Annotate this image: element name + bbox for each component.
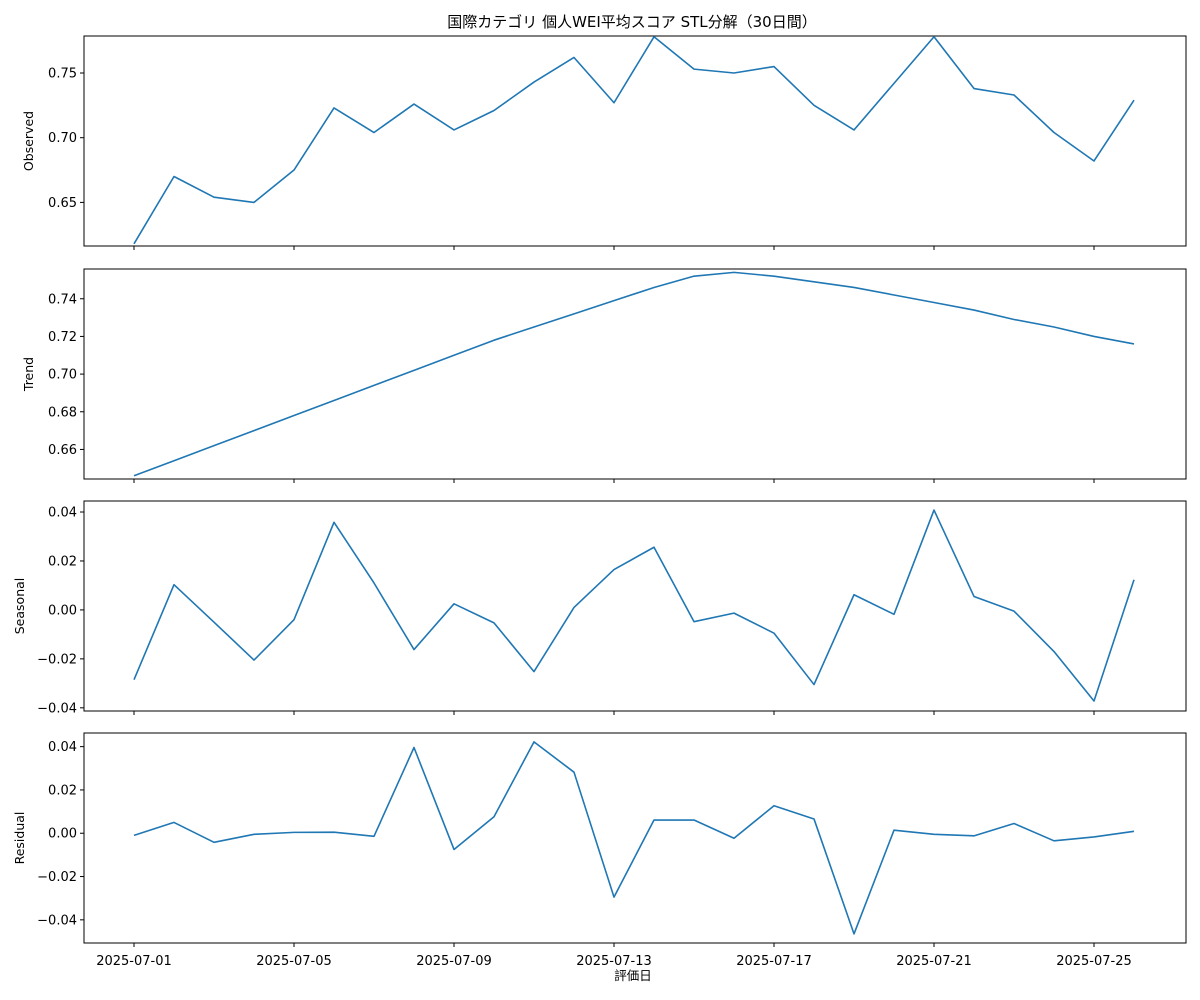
y-tick-label: 0.70 (48, 368, 77, 383)
panel-trend: 0.66 0.68 0.70 0.72 0.74 Trend (21, 268, 1187, 483)
x-tick-label: 2025-07-17 (736, 954, 812, 969)
y-axis-label: Seasonal (12, 578, 27, 635)
y-tick-label: 0.00 (48, 827, 77, 842)
panel-observed: 0.65 0.70 0.75 Observed (21, 35, 1187, 250)
series-line-observed (133, 35, 1135, 245)
y-tick-label: 0.00 (48, 603, 77, 618)
x-tick-label: 2025-07-05 (256, 954, 332, 969)
panel-residual: −0.04 −0.02 0.00 0.02 0.04 2025-07-01 2025-07-… (12, 732, 1187, 969)
panel-frame (83, 268, 1187, 480)
y-tick-label: 0.75 (48, 67, 77, 82)
chart-title: 国際カテゴリ 個人WEI平均スコア STL分解（30日間） (447, 13, 816, 31)
y-tick-label: 0.02 (48, 783, 77, 798)
y-tick-label: 0.65 (48, 196, 77, 211)
series-line-trend (133, 271, 1135, 477)
y-tick-label: −0.02 (37, 652, 77, 667)
y-tick-label: 0.04 (48, 740, 77, 755)
y-axis-label: Residual (12, 812, 27, 865)
x-tick-label: 2025-07-21 (896, 954, 972, 969)
y-tick-label: −0.04 (37, 701, 77, 716)
y-tick-label: −0.04 (37, 913, 77, 928)
y-axis-label: Observed (21, 111, 36, 171)
y-tick-label: 0.72 (48, 330, 77, 345)
series-line-residual (133, 741, 1135, 935)
y-axis-label: Trend (21, 357, 36, 392)
panel-frame (83, 500, 1187, 712)
x-tick-label: 2025-07-25 (1056, 954, 1132, 969)
x-tick-label: 2025-07-01 (96, 954, 172, 969)
y-tick-label: 0.02 (48, 554, 77, 569)
x-axis-label: 評価日 (614, 968, 652, 983)
y-tick-label: 0.68 (48, 405, 77, 420)
y-tick-label: 0.70 (48, 131, 77, 146)
x-tick-label: 2025-07-09 (416, 954, 492, 969)
series-line-seasonal (133, 509, 1135, 702)
x-tick-label: 2025-07-13 (576, 954, 652, 969)
y-tick-label: 0.66 (48, 443, 77, 458)
y-tick-label: −0.02 (37, 870, 77, 885)
panel-frame (83, 35, 1187, 247)
panel-frame (83, 732, 1187, 944)
y-tick-label: 0.74 (48, 292, 77, 307)
chart-panels: 0.65 0.70 0.75 Observed 0.66 0.68 0.70 0.72 0.74… (12, 35, 1187, 969)
y-tick-label: 0.04 (48, 506, 77, 521)
panel-seasonal: −0.04 −0.02 0.00 0.02 0.04 Seasonal (12, 500, 1187, 716)
